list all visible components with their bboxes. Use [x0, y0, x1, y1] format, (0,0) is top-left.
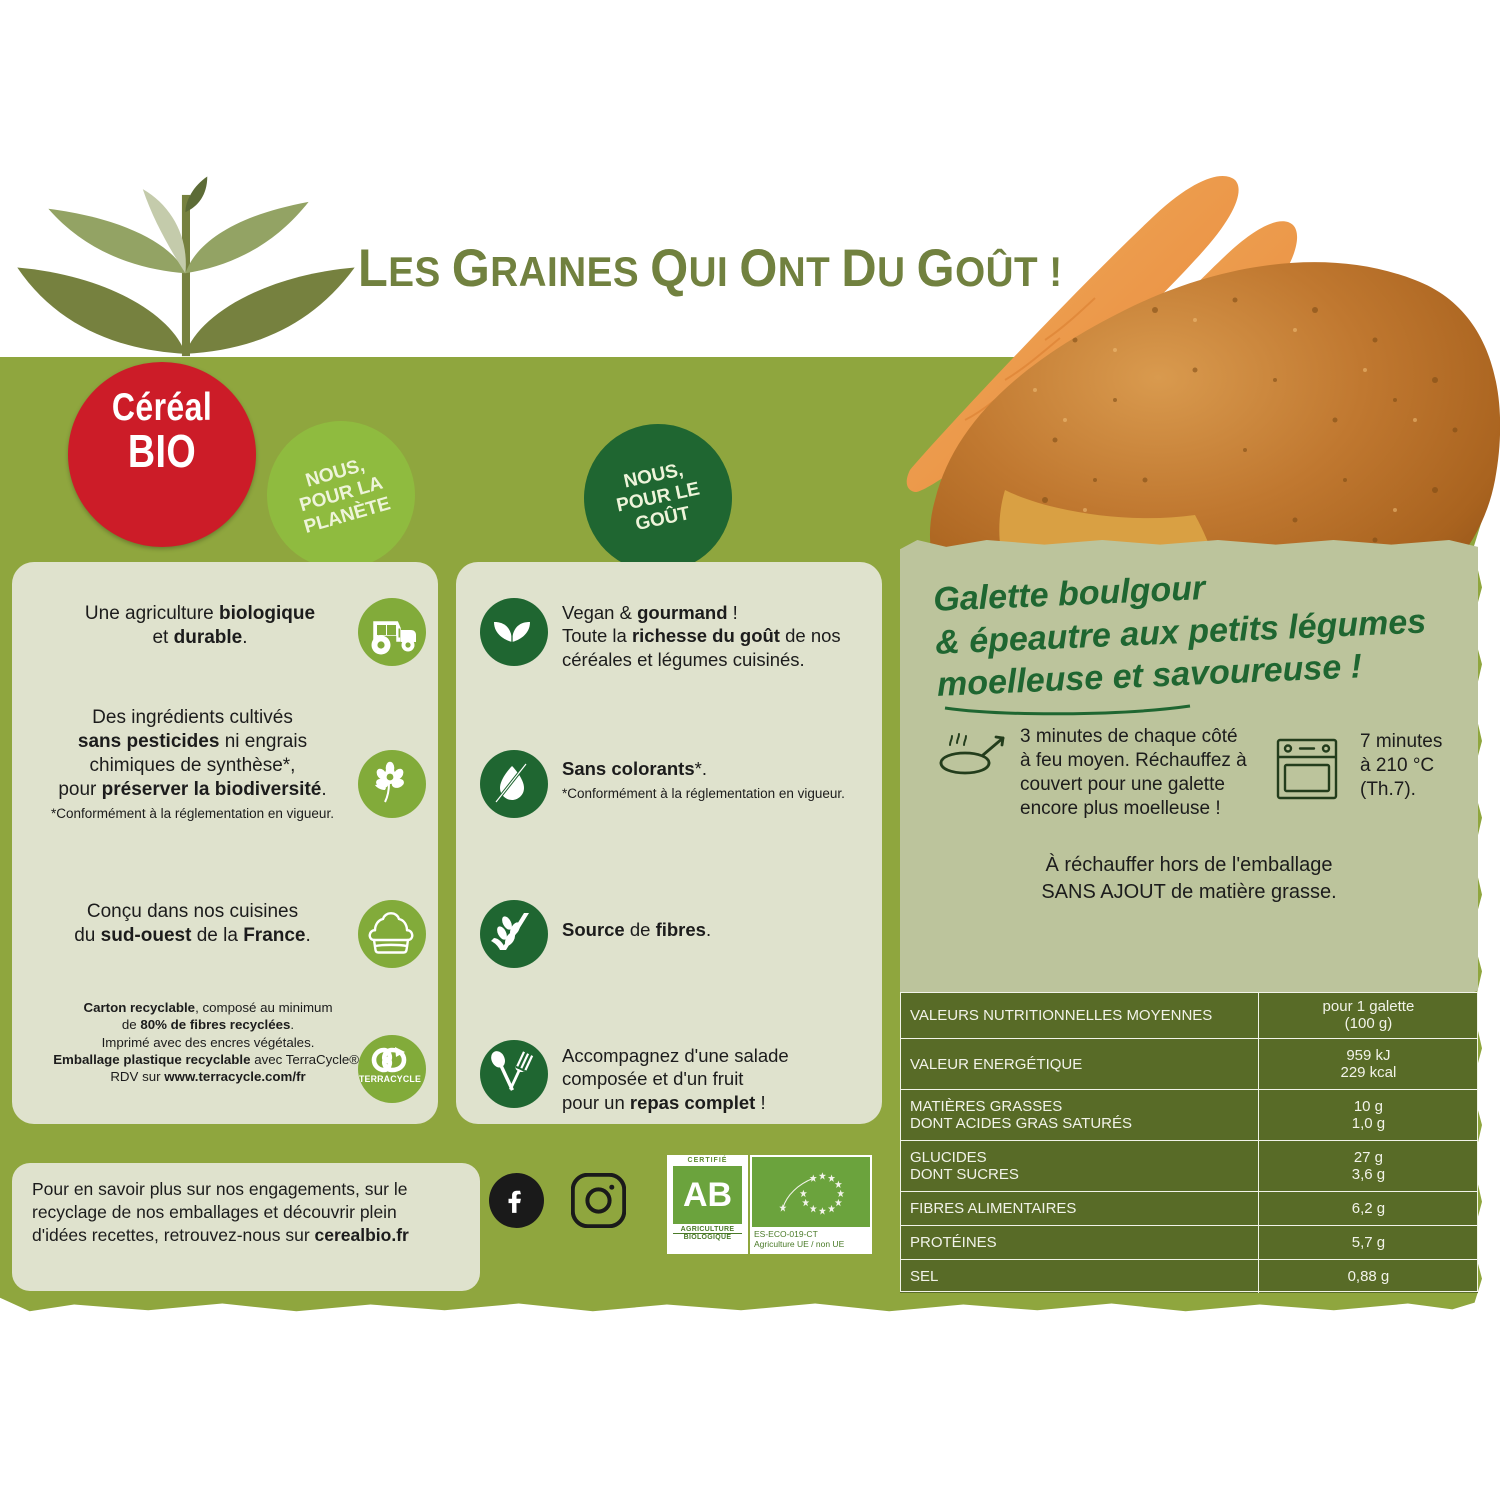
svg-text:TERRACYCLE: TERRACYCLE: [359, 1074, 421, 1084]
